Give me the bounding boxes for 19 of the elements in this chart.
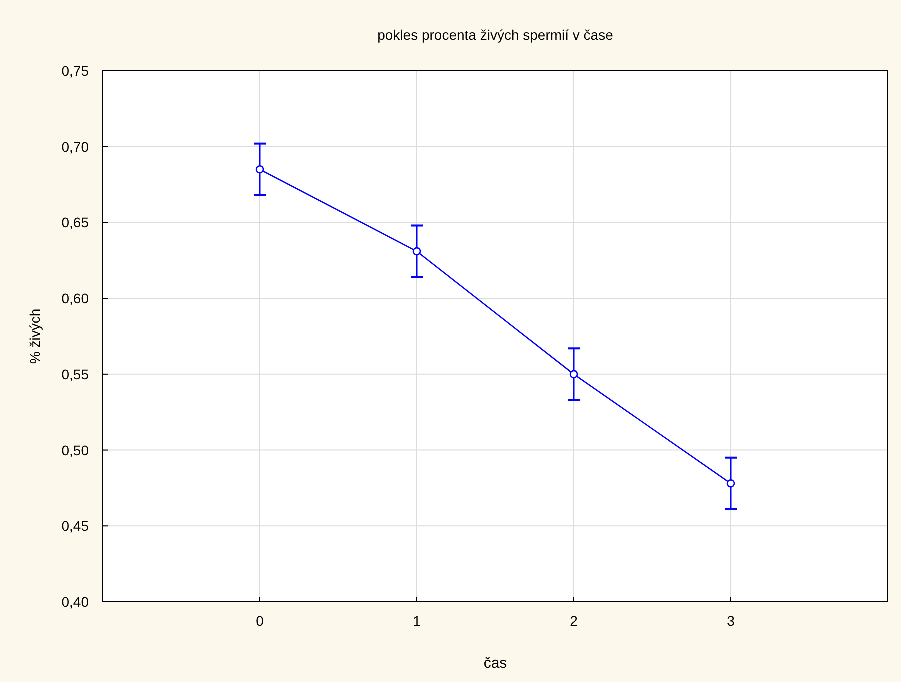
point — [726, 480, 736, 488]
y-tick-label: 0,60 — [62, 290, 90, 307]
y-axis-title: % živých — [27, 308, 43, 364]
y-tick-label: 0,70 — [62, 138, 90, 155]
x-tick-label: 1 — [413, 613, 422, 629]
y-tick-label: 0,50 — [62, 442, 90, 458]
y-tick-label: 0,75 — [62, 63, 90, 79]
point — [570, 370, 578, 379]
y-tick-label: 0,65 — [62, 214, 90, 231]
chart-title: pokles procenta živých spermií v čase — [378, 27, 614, 43]
point — [256, 165, 264, 174]
y-tick-label: 0,55 — [62, 366, 90, 382]
point — [412, 247, 422, 256]
x-tick-label: 2 — [570, 613, 578, 629]
x-axis-title: čas — [484, 655, 508, 672]
x-tick-label: 3 — [727, 613, 736, 629]
x-tick-label: 0 — [256, 613, 264, 629]
y-tick-label: 0,40 — [62, 594, 90, 610]
y-tick-label: 0,45 — [62, 518, 90, 534]
